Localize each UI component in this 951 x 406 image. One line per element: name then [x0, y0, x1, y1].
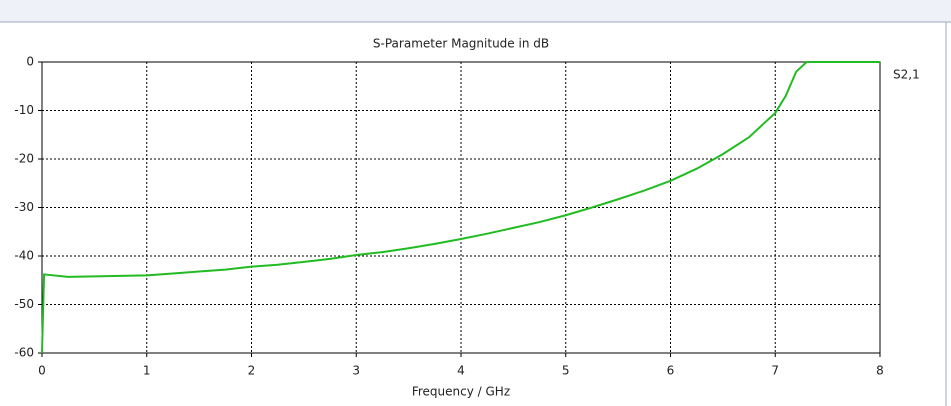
y-tick-label: -40	[14, 249, 34, 263]
x-tick-label: 6	[667, 364, 675, 378]
y-tick-label: -50	[14, 297, 34, 311]
x-tick-label: 3	[352, 364, 360, 378]
y-tick-label: -20	[14, 152, 34, 166]
chart-title: S-Parameter Magnitude in dB	[373, 37, 549, 51]
x-tick-label: 8	[876, 364, 884, 378]
window-strip	[0, 0, 951, 22]
y-tick-label: -10	[14, 103, 34, 117]
x-tick-label: 0	[38, 364, 46, 378]
x-tick-label: 5	[562, 364, 570, 378]
y-tick-label: -30	[14, 200, 34, 214]
x-tick-label: 7	[771, 364, 779, 378]
y-tick-label: 0	[26, 55, 34, 69]
x-tick-label: 4	[457, 364, 465, 378]
legend-entry: S2,1	[893, 68, 920, 82]
data-line	[41, 61, 880, 354]
x-axis-label: Frequency / GHz	[412, 385, 510, 399]
x-tick-label: 2	[248, 364, 256, 378]
x-tick-label: 1	[143, 364, 151, 378]
y-tick-label: -60	[14, 346, 34, 360]
